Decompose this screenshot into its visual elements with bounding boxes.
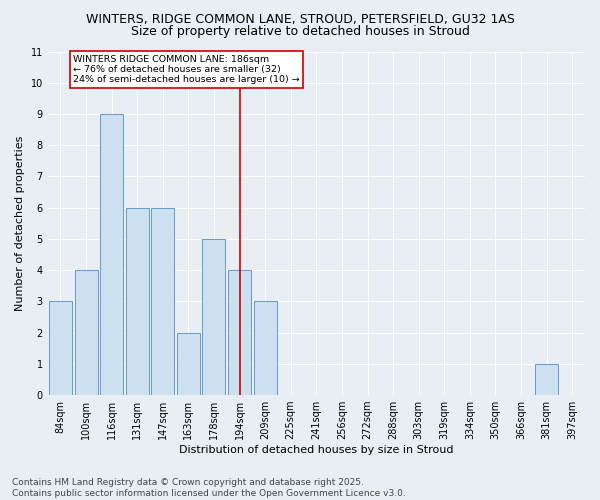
Bar bbox=[100, 114, 123, 395]
Bar bbox=[177, 332, 200, 395]
Bar bbox=[202, 239, 226, 395]
Bar bbox=[126, 208, 149, 395]
Text: Contains HM Land Registry data © Crown copyright and database right 2025.
Contai: Contains HM Land Registry data © Crown c… bbox=[12, 478, 406, 498]
Bar bbox=[151, 208, 175, 395]
X-axis label: Distribution of detached houses by size in Stroud: Distribution of detached houses by size … bbox=[179, 445, 454, 455]
Bar bbox=[228, 270, 251, 395]
Bar bbox=[49, 302, 72, 395]
Y-axis label: Number of detached properties: Number of detached properties bbox=[15, 136, 25, 311]
Text: WINTERS, RIDGE COMMON LANE, STROUD, PETERSFIELD, GU32 1AS: WINTERS, RIDGE COMMON LANE, STROUD, PETE… bbox=[86, 12, 514, 26]
Text: WINTERS RIDGE COMMON LANE: 186sqm
← 76% of detached houses are smaller (32)
24% : WINTERS RIDGE COMMON LANE: 186sqm ← 76% … bbox=[73, 54, 300, 84]
Bar bbox=[74, 270, 98, 395]
Text: Size of property relative to detached houses in Stroud: Size of property relative to detached ho… bbox=[131, 25, 469, 38]
Bar bbox=[535, 364, 558, 395]
Bar bbox=[254, 302, 277, 395]
